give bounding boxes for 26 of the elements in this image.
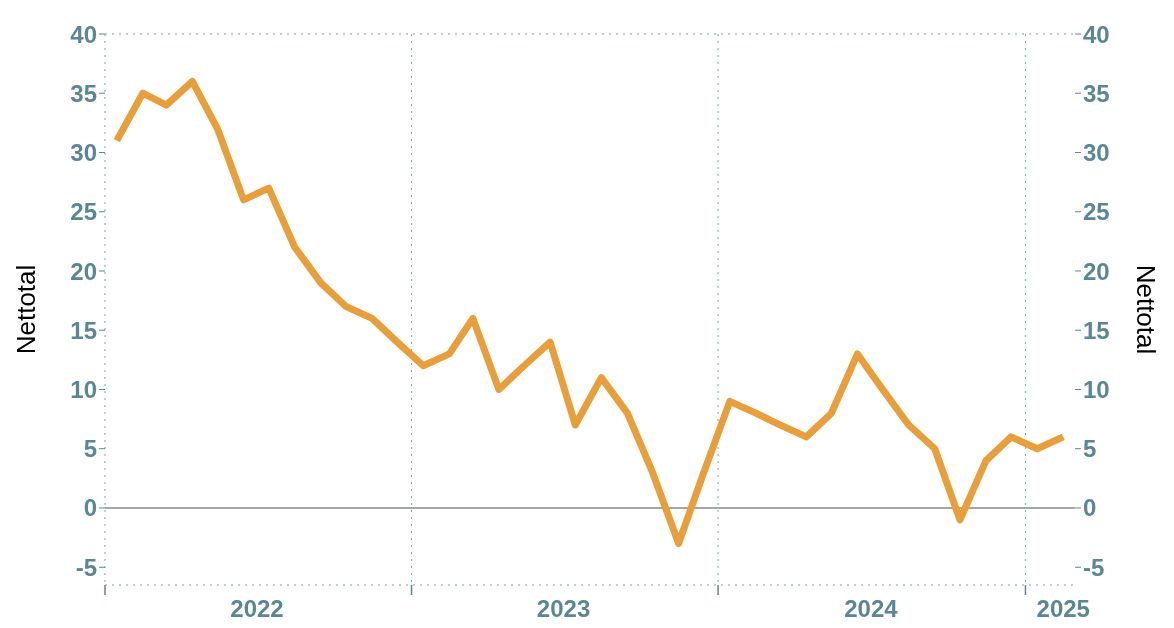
y2-tick-label: 35	[1083, 79, 1110, 107]
y2-tick-label: 0	[1083, 494, 1097, 522]
y-tick-label: 0	[83, 494, 97, 522]
y2-tick-label: 30	[1083, 139, 1110, 167]
x-tick-label: 2025	[1036, 595, 1090, 622]
y-axis-title: Nettotal	[10, 264, 41, 355]
y-tick-label: 15	[70, 316, 97, 344]
y2-axis-title: Nettotal	[1131, 264, 1162, 355]
y-tick-label: 10	[70, 376, 97, 403]
y2-tick-label: 20	[1083, 257, 1110, 285]
y-tick-label: 40	[70, 20, 97, 48]
y-tick-label: 20	[70, 257, 97, 285]
y-tick-label: 25	[70, 198, 97, 226]
y-tick-label: 5	[83, 435, 97, 463]
y-tick-label: -5	[75, 553, 97, 581]
y-tick-label: 30	[70, 139, 97, 167]
x-tick-label: 2023	[536, 595, 591, 622]
y2-tick-label: 25	[1083, 198, 1110, 226]
y2-tick-label: -5	[1083, 553, 1105, 581]
x-tick-label: 2024	[844, 595, 899, 622]
x-tick-label: 2022	[230, 595, 284, 622]
y2-tick-label: 40	[1083, 20, 1110, 48]
y2-tick-label: 5	[1083, 435, 1097, 463]
y-tick-label: 35	[70, 79, 97, 107]
y2-tick-label: 15	[1083, 316, 1110, 344]
y2-tick-label: 10	[1083, 376, 1110, 403]
